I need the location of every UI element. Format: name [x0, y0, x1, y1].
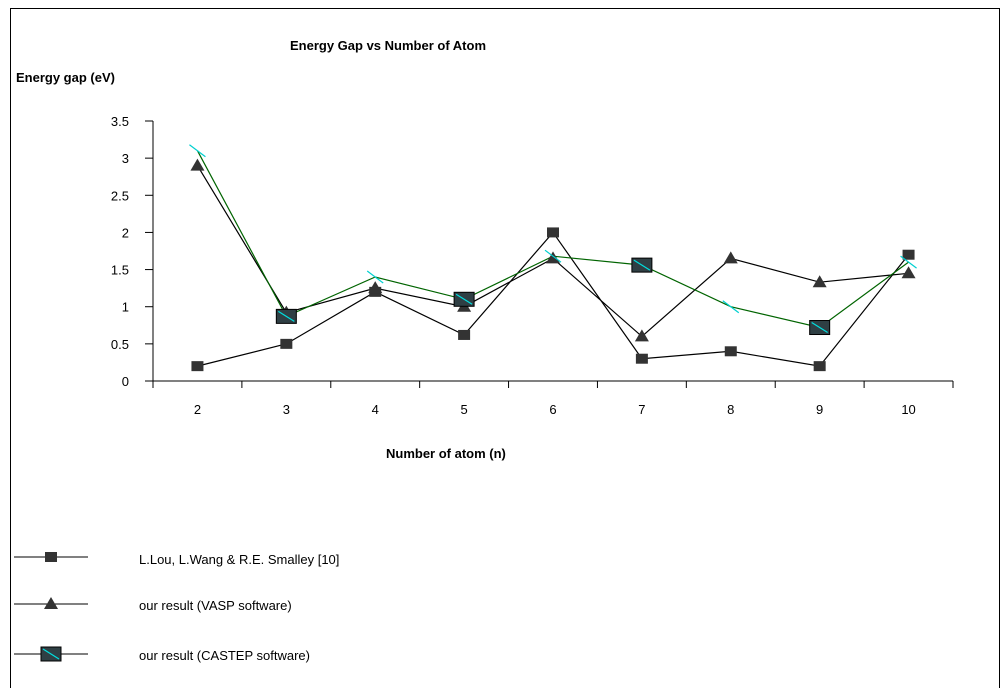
point-vasp [546, 251, 560, 264]
legend-marker-vasp [44, 597, 58, 609]
y-tick-label: 1.5 [111, 263, 129, 278]
point-castep [722, 300, 740, 314]
point-lou [191, 361, 204, 372]
point-castep [544, 249, 562, 263]
chart-frame [10, 8, 1000, 688]
legend-marker-lou [45, 552, 57, 562]
x-tick-label: 9 [816, 402, 823, 417]
y-tick-label: 2.5 [111, 188, 129, 203]
point-castep [189, 144, 206, 158]
x-axis-label: Number of atom (n) [386, 446, 506, 461]
point-vasp [368, 281, 383, 294]
legend-label-castep: our result (CASTEP software) [139, 648, 310, 663]
legend-label-lou: L.Lou, L.Wang & R.E. Smalley [10] [139, 552, 340, 567]
y-tick-label: 3.5 [111, 114, 129, 129]
chart-title: Energy Gap vs Number of Atom [290, 38, 486, 53]
point-castep-dash [455, 293, 473, 305]
series-line-vasp [196, 165, 909, 338]
x-tick-label: 5 [460, 402, 467, 417]
x-tick-label: 3 [283, 402, 290, 417]
x-tick-label: 7 [638, 402, 645, 417]
y-axis-label: Energy gap (eV) [16, 70, 115, 85]
point-lou [458, 329, 471, 340]
y-tick-label: 0 [122, 374, 129, 389]
x-tick-label: 2 [194, 402, 201, 417]
y-tick-label: 2 [122, 225, 129, 240]
x-tick-label: 10 [901, 402, 915, 417]
y-tick-label: 3 [122, 151, 129, 166]
point-castep [366, 270, 384, 284]
point-castep-dash [633, 259, 651, 271]
point-castep-dash [278, 310, 295, 322]
point-vasp [901, 266, 916, 279]
legend-label-vasp: our result (VASP software) [139, 598, 292, 613]
series-line-castep [196, 150, 909, 329]
point-lou [635, 353, 648, 364]
point-castep-dash [811, 322, 828, 334]
x-tick-label: 4 [372, 402, 379, 417]
point-castep [900, 255, 917, 269]
point-lou [902, 249, 915, 260]
y-tick-label: 0.5 [111, 337, 129, 352]
point-lou [724, 346, 737, 357]
point-vasp [190, 158, 205, 171]
point-vasp [723, 251, 738, 264]
legend-marker-castep-dash [42, 648, 60, 660]
point-lou [813, 361, 826, 372]
x-tick-label: 6 [549, 402, 556, 417]
point-vasp [634, 329, 649, 342]
y-tick-label: 1 [122, 300, 129, 315]
point-vasp [812, 275, 827, 288]
point-lou [280, 338, 293, 349]
x-tick-label: 8 [727, 402, 734, 417]
point-lou [547, 227, 559, 238]
